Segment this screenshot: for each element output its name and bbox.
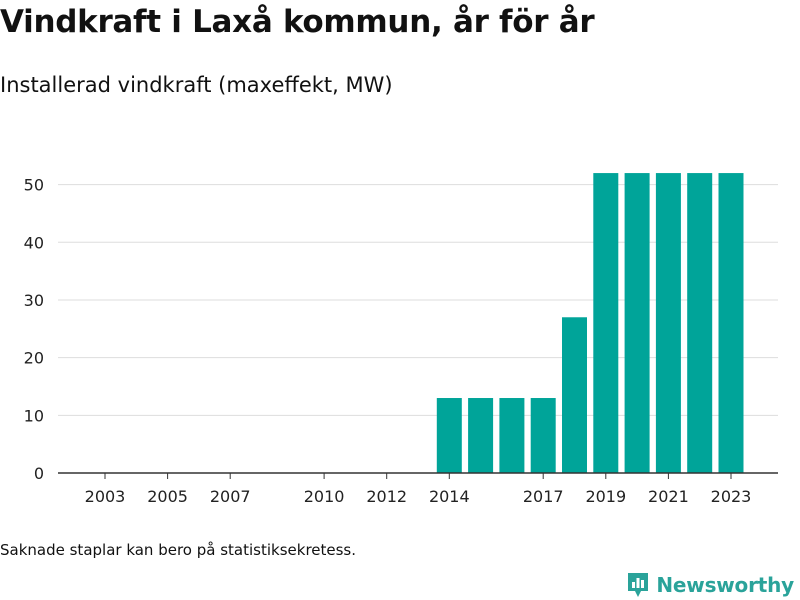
x-tick-labels: 2003 2005 2007 2010 2012 2014 2017 2019 2021 2023 bbox=[85, 487, 752, 506]
y-tick-label: 40 bbox=[24, 233, 44, 252]
newsworthy-logo-icon bbox=[628, 573, 649, 597]
axes bbox=[58, 472, 778, 479]
brand-logo[interactable]: Newsworthy bbox=[626, 570, 794, 600]
chart-subtitle: Installerad vindkraft (maxeffekt, MW) bbox=[0, 73, 393, 97]
y-tick-label: 50 bbox=[24, 176, 44, 195]
x-tick-label: 2012 bbox=[366, 487, 407, 506]
footnote: Saknade staplar kan bero på statistiksek… bbox=[0, 541, 357, 559]
y-tick-label: 0 bbox=[34, 464, 44, 483]
bar-2016 bbox=[499, 398, 525, 473]
chart-title: Vindkraft i Laxå kommun, år för år bbox=[0, 4, 595, 40]
bar-2020 bbox=[624, 173, 650, 474]
bar-2023 bbox=[718, 173, 744, 474]
y-tick-label: 10 bbox=[24, 406, 44, 425]
y-tick-label: 20 bbox=[24, 349, 44, 368]
bar-2018 bbox=[562, 317, 587, 473]
x-tick-label: 2010 bbox=[304, 487, 345, 506]
x-tick-label: 2005 bbox=[147, 487, 188, 506]
x-tick-label: 2021 bbox=[648, 487, 689, 506]
bar-2022 bbox=[687, 173, 713, 474]
x-tick-label: 2007 bbox=[210, 487, 251, 506]
bar-2014 bbox=[436, 398, 462, 473]
x-tick-label: 2003 bbox=[85, 487, 126, 506]
x-tick-label: 2014 bbox=[429, 487, 470, 506]
y-tick-label: 30 bbox=[24, 291, 44, 310]
bar-2017 bbox=[530, 398, 556, 473]
bars bbox=[436, 173, 744, 474]
x-tick-label: 2017 bbox=[523, 487, 564, 506]
y-tick-labels: 0 10 20 30 40 50 bbox=[24, 176, 44, 483]
brand-name: Newsworthy bbox=[656, 573, 794, 597]
bar-2019 bbox=[593, 173, 619, 474]
bar-2015 bbox=[468, 398, 494, 473]
bar-2021 bbox=[655, 173, 681, 474]
x-tick-label: 2019 bbox=[585, 487, 626, 506]
x-tick-label: 2023 bbox=[711, 487, 752, 506]
